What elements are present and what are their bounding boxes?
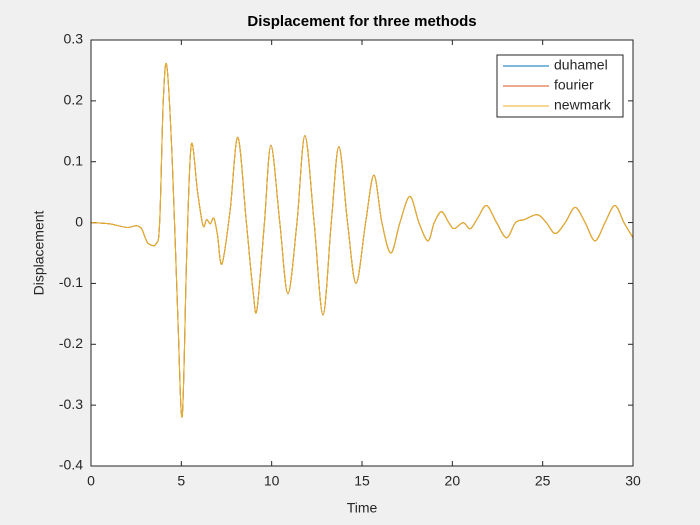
x-tick-label: 0 (87, 473, 95, 489)
x-tick-label: 30 (625, 473, 641, 489)
y-tick-label: 0.2 (64, 92, 84, 108)
y-tick-label: 0.3 (64, 31, 84, 47)
y-tick-label: 0.1 (64, 152, 84, 168)
legend-label: newmark (554, 97, 612, 113)
axes-box (90, 39, 634, 467)
y-axis-label: Displacement (31, 210, 47, 295)
x-tick-label: 10 (264, 473, 280, 489)
x-axis-label: Time (347, 500, 378, 516)
x-tick-label: 15 (354, 473, 370, 489)
legend: duhamel fourier newmark (496, 54, 624, 118)
y-tick-label: 0 (75, 213, 83, 229)
chart-title: Displacement for three methods (247, 13, 476, 30)
x-tick-label: 5 (177, 473, 185, 489)
x-tick-label: 20 (445, 473, 461, 489)
y-tick-label: -0.2 (59, 335, 83, 351)
legend-label: fourier (554, 77, 594, 93)
y-tick-label: -0.3 (59, 396, 83, 412)
legend-label: duhamel (554, 57, 608, 73)
x-tick-label: 25 (535, 473, 551, 489)
series-line (90, 63, 634, 418)
y-tick-label: -0.4 (59, 457, 83, 473)
y-tick-label: -0.1 (59, 274, 83, 290)
